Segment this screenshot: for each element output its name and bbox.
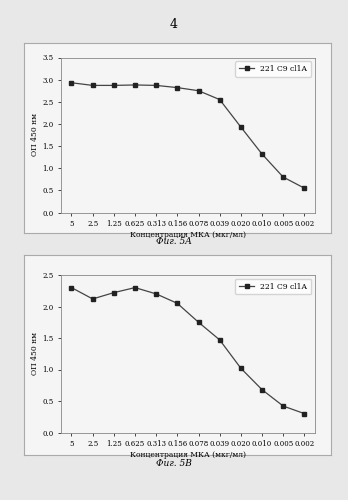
Text: Фиг. 5A: Фиг. 5A <box>156 236 192 246</box>
Legend: 221 C9 cl1A: 221 C9 cl1A <box>235 62 311 77</box>
Y-axis label: ОП 450 нм: ОП 450 нм <box>31 332 39 375</box>
X-axis label: Концентрация МКА (мкг/мл): Концентрация МКА (мкг/мл) <box>130 451 246 459</box>
X-axis label: Концентрация МКА (мкг/мл): Концентрация МКА (мкг/мл) <box>130 231 246 239</box>
Legend: 221 C9 cl1A: 221 C9 cl1A <box>235 279 311 294</box>
Y-axis label: ОП 450 нм: ОП 450 нм <box>31 114 39 156</box>
Text: 4: 4 <box>170 18 178 30</box>
Text: Фиг. 5B: Фиг. 5B <box>156 459 192 468</box>
